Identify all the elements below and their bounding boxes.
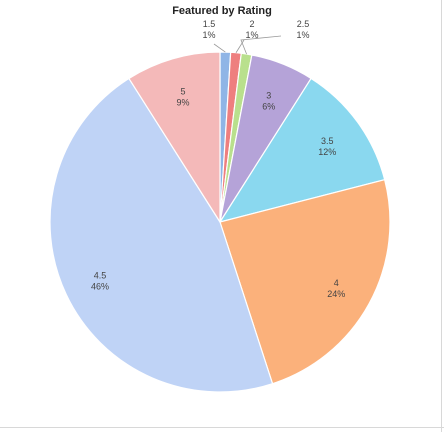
slice-label-2-5: 2.5	[297, 19, 310, 29]
slice-value-label-1-5: 1%	[202, 30, 215, 40]
pie-leader-lines	[213, 35, 282, 55]
slice-label-4-5: 4.5	[94, 270, 107, 280]
pie-slice-4	[219, 178, 391, 385]
slice-value-label-5: 9%	[176, 98, 189, 108]
slice-label-4: 4	[334, 278, 339, 288]
slice-value-label-2: 1%	[245, 30, 258, 40]
pie-slices	[49, 51, 391, 393]
slice-value-label-4: 24%	[327, 289, 345, 299]
leader-line-1-5	[213, 43, 226, 53]
slice-label-1-5: 1.5	[203, 19, 216, 29]
pie-slice-5	[128, 51, 221, 225]
slice-value-label-3-5: 12%	[318, 147, 336, 157]
slice-label-3-5: 3.5	[321, 136, 334, 146]
slice-value-label-4-5: 46%	[91, 281, 109, 291]
pie-slice-3-5	[218, 77, 386, 223]
pie-labels: 1.51%21%2.51%36%3.512%424%4.546%59%	[91, 19, 345, 299]
slice-label-5: 5	[180, 87, 185, 97]
chart-title: Featured by Rating	[172, 5, 272, 17]
slice-label-2: 2	[249, 19, 254, 29]
slice-value-label-2-5: 1%	[296, 30, 309, 40]
leader-line-2	[235, 39, 245, 53]
slice-label-3: 3	[266, 91, 271, 101]
pie-slice-4-5	[49, 77, 274, 393]
slice-value-label-3: 6%	[262, 102, 275, 112]
leader-line-2-5	[240, 35, 282, 55]
